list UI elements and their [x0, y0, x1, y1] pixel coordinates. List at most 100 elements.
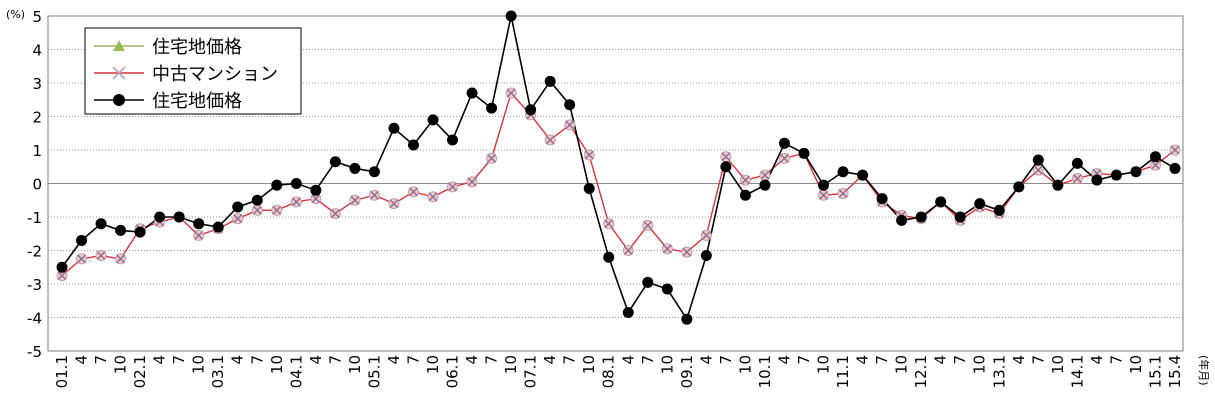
- x-tick-label: 10: [971, 355, 989, 374]
- x-tick-label: 7: [404, 355, 422, 365]
- x-tick-label: 14.1: [1068, 355, 1086, 388]
- data-point-marker: [232, 213, 244, 225]
- data-point: [876, 193, 888, 205]
- data-point-cross: [116, 254, 126, 264]
- x-tick-label: 4: [73, 355, 91, 365]
- data-point: [544, 75, 556, 87]
- data-point: [525, 104, 537, 116]
- data-point: [290, 178, 302, 189]
- x-tick-label: 7: [1029, 355, 1047, 365]
- x-tick-label: 7: [639, 355, 657, 365]
- x-tick-label: 4: [932, 355, 950, 365]
- series-layer: [56, 10, 1181, 325]
- data-point-cross: [428, 192, 438, 202]
- data-point-marker: [486, 152, 498, 164]
- x-unit-label: (年月): [1197, 355, 1211, 386]
- data-point-marker: [759, 169, 771, 181]
- data-point: [407, 139, 419, 151]
- data-point-cross: [1072, 173, 1082, 183]
- x-tick-label: 4: [307, 355, 325, 365]
- x-tick-label: 7: [1107, 355, 1125, 365]
- data-point: [368, 166, 380, 178]
- data-point: [173, 211, 185, 223]
- data-point-cross: [77, 254, 87, 264]
- data-point: [778, 137, 790, 149]
- data-point: [915, 211, 927, 223]
- data-point-marker: [427, 191, 439, 203]
- x-tick-label: 12.1: [912, 355, 930, 388]
- data-point-marker: [622, 245, 634, 256]
- x-tick-label: 05.1: [365, 355, 383, 388]
- x-tick-label: 4: [151, 355, 169, 365]
- data-point-cross: [1150, 160, 1160, 170]
- x-tick-label: 15.4: [1166, 355, 1184, 388]
- data-point-marker: [700, 229, 712, 241]
- data-point-cross: [448, 182, 458, 192]
- data-point-marker: [251, 204, 263, 216]
- y-tick-label: 5: [32, 8, 42, 26]
- legend-label: 住宅地価格: [152, 37, 242, 58]
- data-point: [1169, 162, 1181, 174]
- x-tick-label: 10: [112, 355, 130, 374]
- data-point-marker: [818, 189, 830, 201]
- x-tick-label: 7: [170, 355, 188, 365]
- legend-label: 中古マンション: [152, 64, 278, 85]
- data-point-marker: [115, 253, 127, 265]
- data-point-marker: [544, 134, 556, 146]
- data-point-cross: [350, 195, 360, 205]
- x-tick-label: 13.1: [990, 355, 1008, 388]
- data-point: [466, 87, 478, 99]
- data-point: [935, 196, 947, 208]
- legend-marker-circle: [113, 94, 125, 106]
- x-tick-label: 03.1: [209, 355, 227, 388]
- data-point-marker: [447, 181, 459, 193]
- data-point-cross: [291, 197, 301, 207]
- data-point-cross: [779, 153, 789, 163]
- data-point-marker: [583, 149, 595, 161]
- data-point-cross: [506, 88, 516, 98]
- data-point: [739, 189, 751, 201]
- data-point: [798, 147, 810, 159]
- x-tick-label: 4: [1088, 355, 1106, 365]
- x-tick-label: 10: [1127, 355, 1145, 374]
- x-axis: 01.1 4 7 10 02.1 4 7 10 03.1 4 7 10 04.1 4 7 10 05.1 4 7 10…: [53, 355, 1184, 388]
- x-tick-label: 10: [502, 355, 520, 374]
- data-point: [212, 221, 224, 233]
- series-line-1: [61, 91, 1176, 277]
- x-tick-label: 10: [190, 355, 208, 374]
- x-tick-label: 04.1: [287, 355, 305, 388]
- y-tick-label: -5: [27, 343, 42, 361]
- x-tick-label: 15.1: [1146, 355, 1164, 388]
- data-point-cross: [819, 190, 829, 200]
- data-point-marker: [368, 189, 380, 201]
- data-point-cross: [701, 230, 711, 240]
- x-tick-label: 10: [815, 355, 833, 374]
- data-point-cross: [330, 209, 340, 219]
- x-tick-label: 7: [717, 355, 735, 365]
- data-point-marker: [1071, 172, 1083, 184]
- data-point-cross: [272, 205, 282, 215]
- data-point-cross: [721, 152, 731, 162]
- data-point-cross: [369, 190, 379, 200]
- legend-marker-cross: [112, 66, 126, 80]
- x-tick-label: 4: [541, 355, 559, 365]
- legend-label: 住宅地価格: [152, 91, 242, 112]
- x-tick-label: 10: [424, 355, 442, 374]
- data-point: [1013, 181, 1025, 193]
- data-point: [564, 99, 576, 111]
- data-point-marker: [661, 243, 673, 255]
- data-point-cross: [643, 220, 653, 230]
- data-point-cross: [760, 170, 770, 180]
- data-point: [1071, 157, 1083, 169]
- data-point: [1110, 169, 1122, 181]
- x-tick-label: 02.1: [131, 355, 149, 388]
- data-point: [1032, 154, 1044, 166]
- x-tick-label: 7: [951, 355, 969, 365]
- data-point: [505, 10, 517, 22]
- y-tick-label: 3: [32, 75, 42, 93]
- x-tick-label: 07.1: [522, 355, 540, 388]
- data-point: [56, 261, 68, 273]
- x-tick-label: 4: [1010, 355, 1028, 365]
- y-tick-label: -1: [27, 209, 42, 227]
